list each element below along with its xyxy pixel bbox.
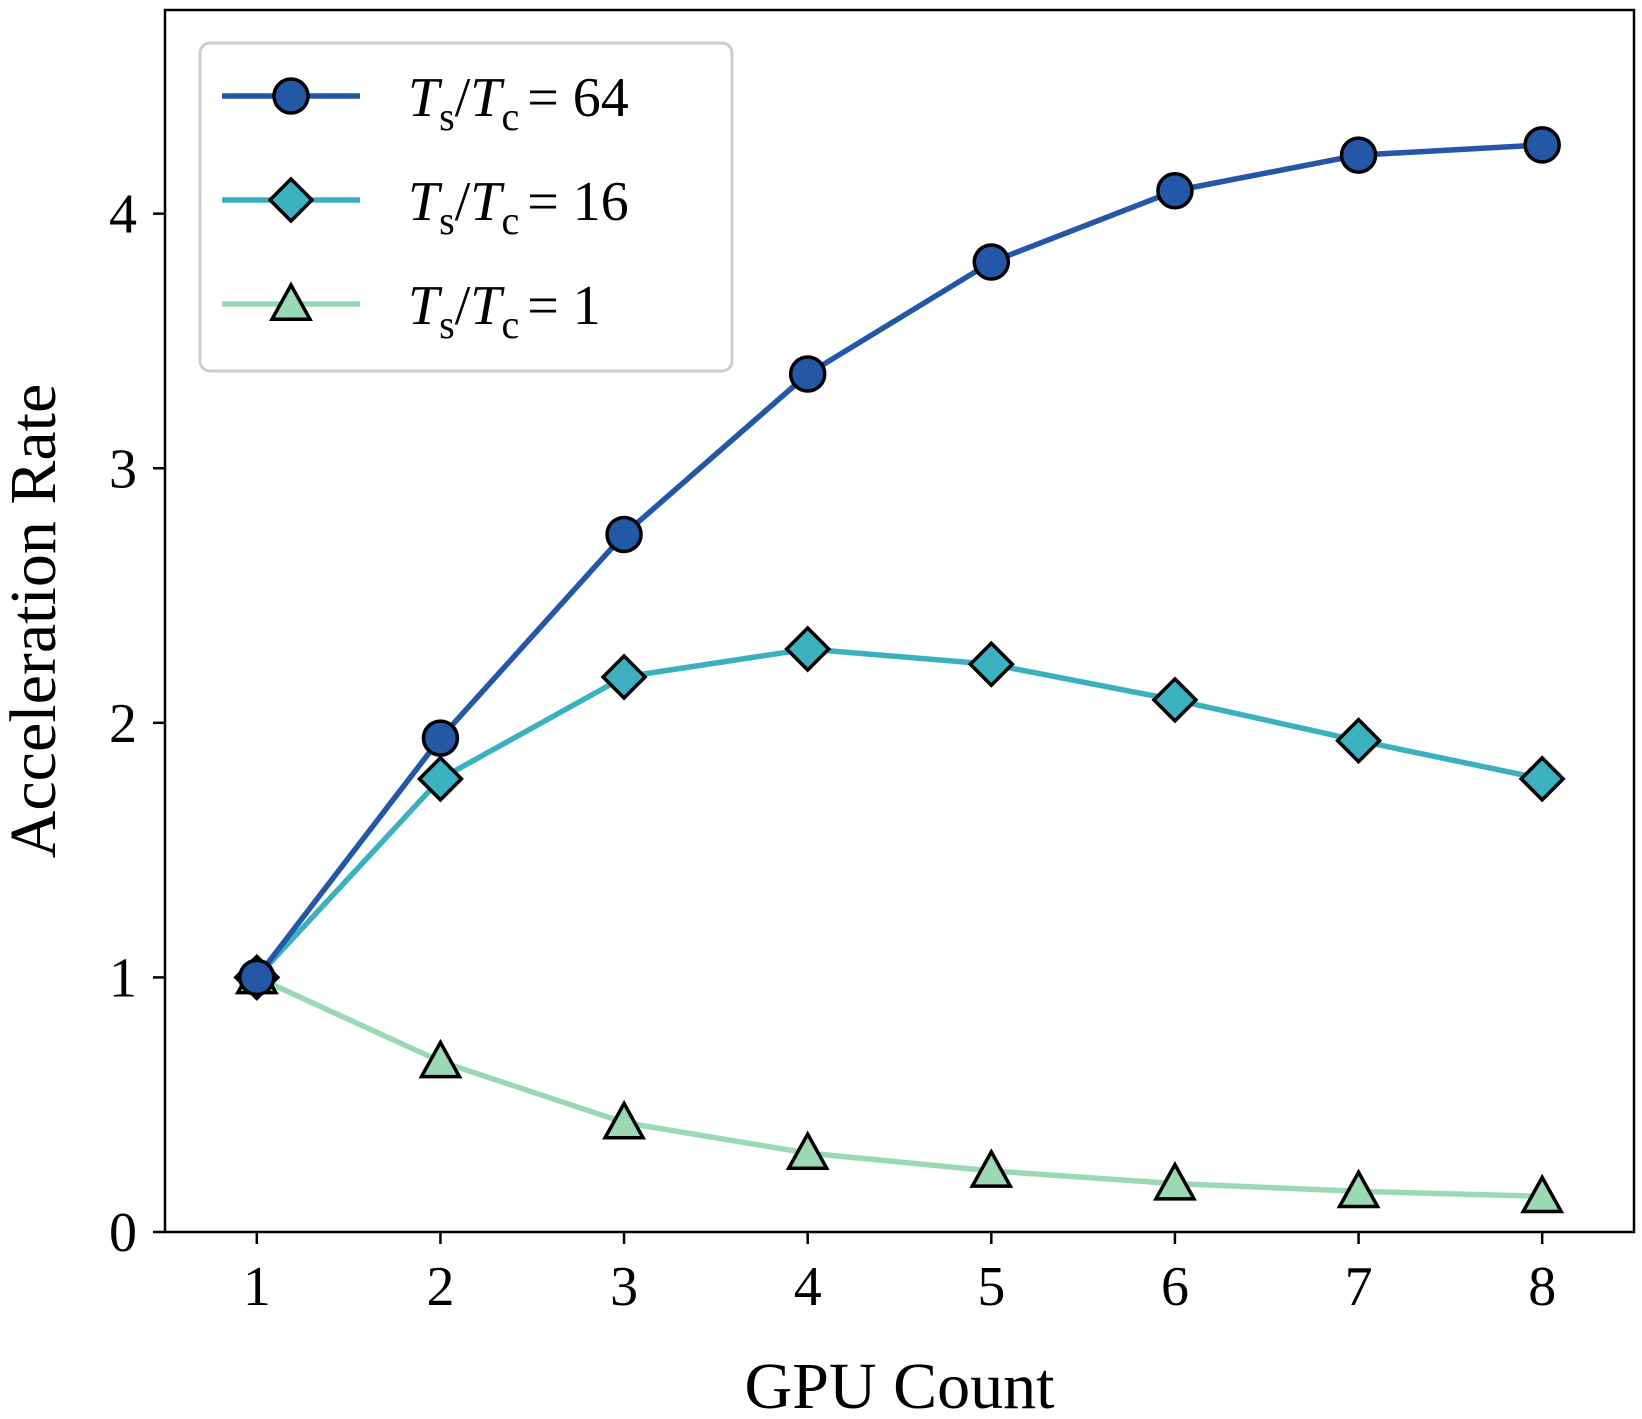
legend-label: Ts/Tc = 64 <box>408 67 629 139</box>
data-point <box>784 625 832 673</box>
x-tick-label: 1 <box>243 1256 271 1318</box>
data-point <box>972 243 1011 281</box>
y-axis-ticks: 0 1 2 3 4 <box>109 184 165 1264</box>
y-axis-label: Acceleration Rate <box>0 384 70 859</box>
x-tick-label: 7 <box>1345 1256 1373 1318</box>
x-tick-label: 6 <box>1161 1256 1189 1318</box>
plot-frame <box>163 8 1636 1234</box>
series-line <box>254 646 1543 980</box>
legend-label: Ts/Tc = 16 <box>408 171 629 243</box>
data-point <box>1152 1161 1197 1201</box>
data-point <box>1523 126 1561 164</box>
data-point <box>605 515 643 554</box>
x-tick-label: 3 <box>610 1256 638 1318</box>
legend-marker <box>269 281 313 321</box>
data-point <box>1336 1168 1381 1209</box>
data-point <box>600 653 648 701</box>
data-point <box>969 1148 1014 1188</box>
y-tick-label: 0 <box>109 1202 137 1264</box>
data-point <box>421 719 460 757</box>
series-line <box>255 974 1543 1200</box>
series-line <box>254 142 1543 980</box>
x-axis-label: GPU Count <box>745 1350 1055 1419</box>
series-markers <box>233 126 1566 1214</box>
legend: Ts/Tc = 64 Ts/Tc = 16 Ts/Tc = 1 <box>198 41 734 373</box>
x-tick-label: 8 <box>1528 1256 1556 1318</box>
data-point <box>416 755 464 803</box>
data-point <box>1520 1173 1565 1214</box>
legend-box <box>198 41 734 373</box>
data-point <box>238 958 276 997</box>
data-point <box>1156 172 1194 210</box>
y-tick-label: 2 <box>109 693 137 755</box>
y-tick-label: 3 <box>109 438 137 500</box>
data-point <box>602 1099 647 1140</box>
x-tick-label: 5 <box>977 1256 1005 1318</box>
x-tick-label: 4 <box>794 1256 822 1318</box>
data-point <box>785 1130 830 1171</box>
series-lines <box>254 142 1543 1200</box>
y-tick-label: 1 <box>109 947 137 1009</box>
legend-marker <box>267 176 315 224</box>
legend-marker <box>272 77 310 115</box>
data-point <box>1335 717 1383 765</box>
x-axis-ticks: 1 2 3 4 5 6 7 8 <box>243 1232 1556 1318</box>
x-tick-label: 2 <box>426 1256 454 1318</box>
data-point <box>1151 676 1199 724</box>
data-point <box>418 1038 463 1079</box>
data-point <box>1339 136 1378 174</box>
y-tick-label: 4 <box>109 184 137 246</box>
data-point <box>967 640 1015 688</box>
data-point <box>788 355 827 393</box>
data-point <box>1518 755 1566 803</box>
legend-label: Ts/Tc = 1 <box>408 275 601 347</box>
